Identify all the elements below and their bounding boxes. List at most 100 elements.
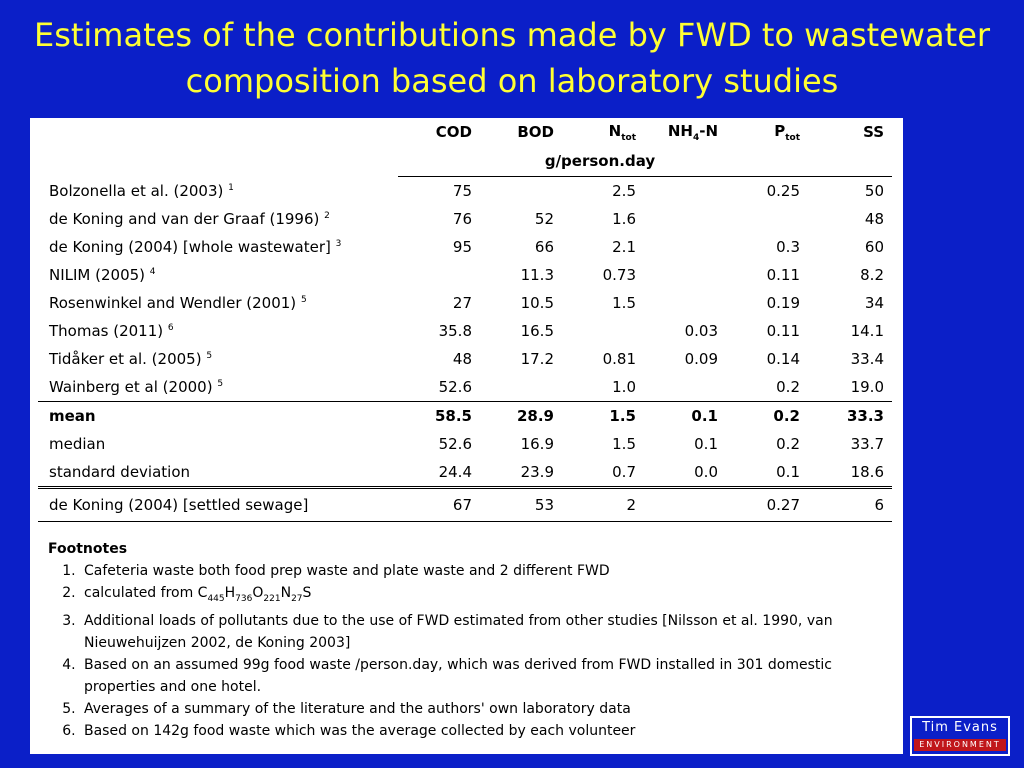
footnote-2: calculated from C445H736O221N27S [80, 582, 888, 610]
cell-ptot: 0.3 [776, 238, 800, 256]
footnote-4: Based on an assumed 99g food waste /pers… [80, 654, 888, 698]
table-row: Wainberg et al (2000) 5 52.6 1.0 0.2 19.… [38, 373, 892, 402]
cell-ntot: 2.5 [612, 182, 636, 200]
cell-ptot: 0.2 [776, 435, 800, 453]
cell-bod: 17.2 [520, 350, 554, 368]
cell-ntot: 1.0 [612, 378, 636, 396]
table-body: Bolzonella et al. (2003) 1 75 2.5 0.25 5… [38, 177, 892, 522]
footnote-ref: 3 [335, 239, 342, 249]
table-row: Tidåker et al. (2005) 5 48 17.2 0.81 0.0… [38, 345, 892, 373]
cell-ptot: 0.11 [766, 266, 800, 284]
cell-ntot: 2.1 [612, 238, 636, 256]
cell-ss: 33.7 [850, 435, 884, 453]
row-source: de Koning (2004) [whole wastewater] [49, 238, 331, 256]
header-unit: g/person.day [398, 146, 892, 177]
header-ss: SS [863, 123, 884, 141]
cell-cod: 48 [452, 350, 472, 368]
cell-ss: 33.4 [850, 350, 884, 368]
cell-cod: 95 [452, 238, 472, 256]
cell-ss: 60 [864, 238, 884, 256]
header-ntot-sub: tot [621, 132, 636, 143]
cell-ptot: 0.1 [726, 458, 808, 489]
cell-ss: 34 [864, 294, 884, 312]
footnote-ref: 5 [300, 295, 307, 305]
logo-line-2: ENVIRONMENT [914, 739, 1006, 751]
cell-nh4 [644, 177, 726, 206]
cell-ptot [726, 205, 808, 233]
cell-ss: 8.2 [860, 266, 884, 284]
cell-nh4 [644, 261, 726, 289]
cell-ss: 19.0 [850, 378, 884, 396]
header-source [38, 118, 398, 146]
header-nh4-sub: 4 [692, 132, 700, 143]
cell-nh4 [644, 233, 726, 261]
cell-cod: 52.6 [438, 378, 472, 396]
fwd-contribution-table: COD BOD Ntot NH4-N Ptot SS g/person.day … [38, 118, 892, 522]
footnote-3: Additional loads of pollutants due to th… [80, 610, 888, 654]
cell-ptot: 0.2 [726, 401, 808, 430]
cell-nh4: 0.1 [694, 435, 718, 453]
footnote-6: Based on 142g food waste which was the a… [80, 720, 888, 742]
cell-cod: 76 [452, 210, 472, 228]
cell-bod: 53 [480, 487, 562, 522]
content-panel: COD BOD Ntot NH4-N Ptot SS g/person.day … [30, 118, 903, 754]
cell-ptot: 0.11 [766, 322, 800, 340]
cell-cod: 52.6 [438, 435, 472, 453]
header-row: COD BOD Ntot NH4-N Ptot SS [38, 118, 892, 146]
cell-bod: 16.5 [520, 322, 554, 340]
table-row: de Koning (2004) [whole wastewater] 3 95… [38, 233, 892, 261]
cell-ss: 48 [864, 210, 884, 228]
header-ntot-main: N [608, 121, 622, 140]
settled-sewage-row: de Koning (2004) [settled sewage] 67 53 … [38, 487, 892, 522]
header-ptot-main: P [774, 121, 786, 140]
cell-cod: 27 [452, 294, 472, 312]
row-source: Wainberg et al (2000) [49, 378, 213, 396]
cell-ss: 50 [864, 182, 884, 200]
cell-nh4 [644, 487, 726, 522]
header-nh4: NH4-N [644, 118, 726, 146]
summary-row-mean: mean 58.5 28.9 1.5 0.1 0.2 33.3 [38, 401, 892, 430]
logo-line-1: Tim Evans [922, 720, 998, 735]
footnote-ref: 5 [217, 379, 224, 389]
footnote-ref: 6 [167, 323, 174, 333]
cell-nh4: 0.03 [684, 322, 718, 340]
cell-ss: 14.1 [850, 322, 884, 340]
footnotes-title: Footnotes [48, 541, 128, 557]
tim-evans-logo: Tim Evans ENVIRONMENT [910, 716, 1010, 756]
header-ntot: Ntot [562, 118, 644, 146]
cell-bod [480, 373, 562, 402]
cell-ntot [562, 317, 644, 345]
footnote-5: Averages of a summary of the literature … [80, 698, 888, 720]
cell-nh4 [644, 373, 726, 402]
footnotes: Footnotes Cafeteria waste both food prep… [48, 538, 888, 742]
cell-nh4: 0.0 [644, 458, 726, 489]
footnote-ref: 4 [149, 267, 156, 277]
cell-bod: 66 [534, 238, 554, 256]
cell-ntot: 1.5 [612, 435, 636, 453]
cell-ss: 18.6 [808, 458, 892, 489]
header-cod: COD [435, 123, 472, 141]
row-source: de Koning (2004) [settled sewage] [38, 487, 398, 522]
cell-bod: 23.9 [480, 458, 562, 489]
cell-ptot: 0.25 [766, 182, 800, 200]
table-row: Rosenwinkel and Wendler (2001) 5 27 10.5… [38, 289, 892, 317]
footnotes-list: Cafeteria waste both food prep waste and… [48, 560, 888, 742]
cell-ntot: 0.73 [602, 266, 636, 284]
cell-ntot: 1.5 [562, 401, 644, 430]
header-nh4-suffix: -N [699, 121, 718, 140]
cell-ss: 33.3 [808, 401, 892, 430]
row-source: NILIM (2005) [49, 266, 146, 284]
cell-ptot: 0.14 [766, 350, 800, 368]
cell-cod [398, 261, 480, 289]
footnote-ref: 5 [206, 351, 213, 361]
cell-cod: 35.8 [438, 322, 472, 340]
row-source: Thomas (2011) [49, 322, 164, 340]
slide-title: Estimates of the contributions made by F… [0, 12, 1024, 104]
unit-row: g/person.day [38, 146, 892, 177]
cell-bod [480, 177, 562, 206]
row-label: mean [38, 401, 398, 430]
cell-nh4 [644, 289, 726, 317]
cell-ptot: 0.2 [776, 378, 800, 396]
title-line-1: Estimates of the contributions made by F… [33, 16, 991, 54]
cell-bod: 52 [534, 210, 554, 228]
